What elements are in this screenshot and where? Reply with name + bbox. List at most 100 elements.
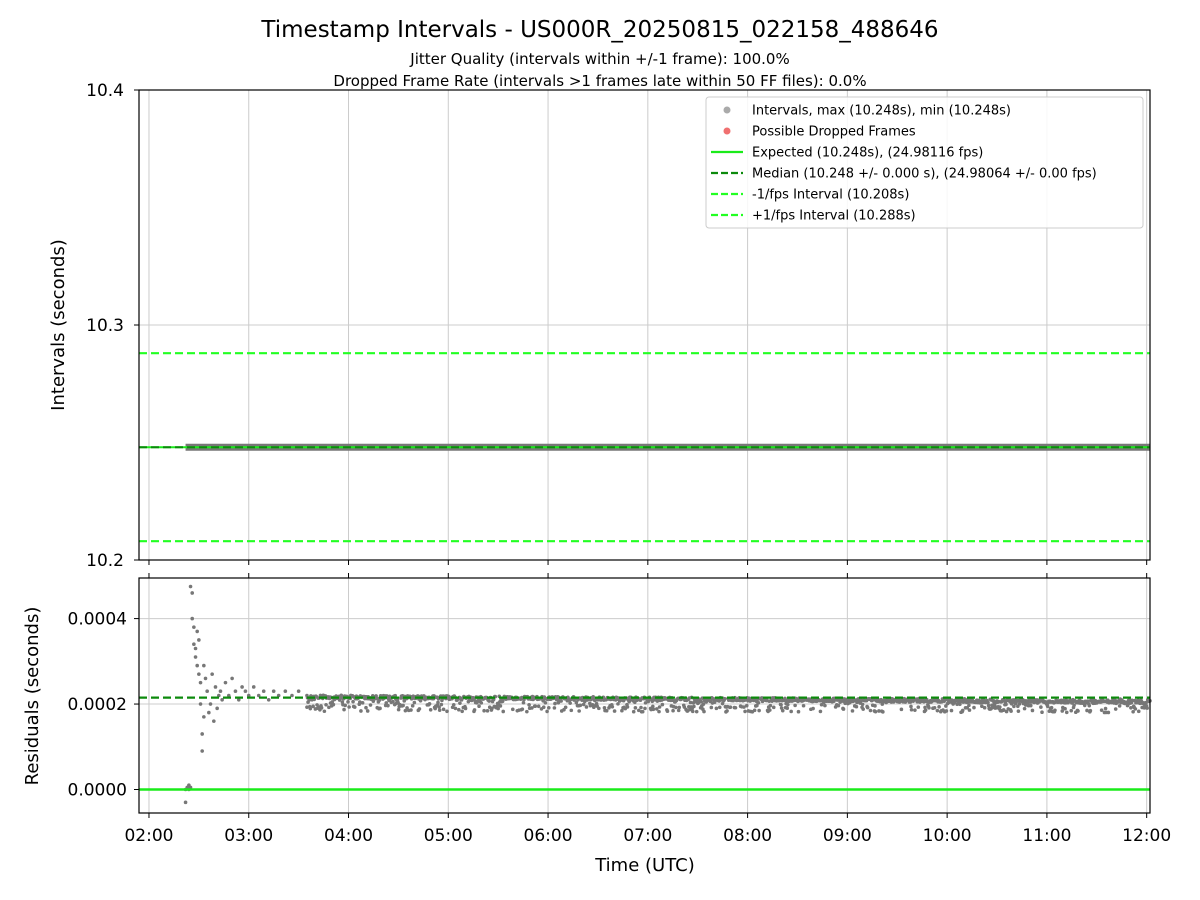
residual-tail-point-977 bbox=[854, 704, 859, 709]
residual-point-22 bbox=[202, 663, 206, 668]
residual-point-44 bbox=[261, 689, 266, 694]
residual-tail-point-0 bbox=[305, 705, 309, 709]
residual-tail-point-762 bbox=[733, 705, 738, 710]
residual-tail-point-725 bbox=[712, 700, 717, 705]
residual-tail-point-492 bbox=[581, 702, 586, 707]
residual-point-8 bbox=[190, 616, 195, 621]
residual-tail-point-1425 bbox=[1106, 710, 1111, 715]
residual-point-50 bbox=[296, 689, 301, 694]
residual-point-27 bbox=[210, 672, 214, 676]
residual-point-37 bbox=[233, 689, 238, 694]
residual-tail-point-1348 bbox=[1063, 706, 1067, 711]
residual-point-47 bbox=[276, 693, 281, 698]
residual-tail-point-321 bbox=[485, 709, 490, 713]
residual-point-16 bbox=[197, 672, 201, 676]
residual-tail-point-185 bbox=[409, 708, 413, 712]
residual-point-36 bbox=[230, 676, 234, 681]
residual-tail-point-883 bbox=[801, 703, 806, 708]
residual-tail-point-1343 bbox=[1060, 709, 1065, 713]
legend-label-4: -1/fps Interval (10.208s) bbox=[752, 188, 909, 203]
residual-tail-point-171 bbox=[401, 703, 405, 708]
residual-tail-point-497 bbox=[584, 705, 589, 709]
residual-point-49 bbox=[290, 693, 294, 698]
residual-tail-point-739 bbox=[720, 701, 725, 706]
residual-point-31 bbox=[217, 693, 221, 698]
residual-tail-point-988 bbox=[860, 702, 865, 707]
residual-tail-point-1330 bbox=[1053, 708, 1057, 713]
residual-tail-point-1351 bbox=[1064, 710, 1069, 715]
residual-tail-point-854 bbox=[785, 706, 790, 710]
residual-tail-point-1002 bbox=[868, 708, 873, 713]
residual-tail-point-75 bbox=[347, 705, 351, 709]
residual-tail-point-782 bbox=[744, 703, 749, 708]
residual-tail-point-1307 bbox=[1040, 710, 1044, 715]
residual-tail-point-366 bbox=[510, 707, 515, 712]
residual-tail-point-1116 bbox=[932, 705, 937, 710]
residual-tail-point-747 bbox=[725, 709, 729, 713]
residual-tail-point-804 bbox=[757, 708, 761, 713]
residual-tail-point-1492 bbox=[1144, 700, 1148, 705]
residual-tail-point-1276 bbox=[1022, 706, 1027, 711]
residual-tail-point-141 bbox=[384, 701, 389, 705]
residual-tail-point-200 bbox=[417, 707, 422, 711]
residual-point-1 bbox=[183, 800, 188, 805]
residual-tail-point-529 bbox=[602, 706, 607, 710]
residual-tail-point-1494 bbox=[1145, 706, 1149, 710]
residual-tail-point-706 bbox=[702, 709, 706, 714]
residual-point-11 bbox=[193, 646, 198, 651]
legend-label-5: +1/fps Interval (10.288s) bbox=[752, 209, 916, 224]
residual-tail-point-824 bbox=[768, 703, 773, 708]
residual-tail-point-1074 bbox=[909, 704, 913, 709]
x-tick-label-5: 07:00 bbox=[623, 826, 672, 846]
residual-tail-point-1200 bbox=[980, 704, 984, 709]
residual-point-12 bbox=[193, 655, 198, 659]
residual-tail-point-310 bbox=[479, 701, 484, 705]
residual-tail-point-945 bbox=[836, 703, 841, 708]
residual-tail-point-264 bbox=[453, 706, 458, 711]
residual-tail-point-315 bbox=[482, 708, 486, 713]
residual-tail-point-1186 bbox=[972, 705, 976, 710]
residual-tail-point-970 bbox=[850, 709, 855, 713]
chart-subtitle-dropped: Dropped Frame Rate (intervals >1 frames … bbox=[333, 72, 866, 90]
residual-tail-point-1391 bbox=[1087, 703, 1092, 708]
residual-tail-point-1169 bbox=[962, 696, 967, 701]
residual-tail-point-233 bbox=[436, 700, 440, 705]
residual-tail-point-421 bbox=[541, 705, 546, 710]
residual-point-38 bbox=[236, 697, 241, 702]
residual-point-41 bbox=[246, 693, 251, 698]
residual-tail-point-348 bbox=[500, 699, 505, 703]
x-tick-label-8: 10:00 bbox=[923, 826, 972, 846]
residual-tail-point-1445 bbox=[1117, 704, 1122, 708]
residual-tail-point-601 bbox=[643, 706, 647, 711]
residual-tail-point-656 bbox=[674, 705, 678, 710]
residual-tail-point-6 bbox=[308, 706, 313, 711]
residual-tail-point-191 bbox=[412, 700, 417, 705]
residual-tail-point-597 bbox=[640, 709, 645, 714]
residual-tail-point-34 bbox=[324, 702, 328, 707]
residual-tail-point-1211 bbox=[986, 700, 990, 705]
residual-tail-point-641 bbox=[665, 709, 670, 714]
residual-tail-point-11 bbox=[311, 704, 315, 709]
residual-tail-point-113 bbox=[368, 703, 373, 707]
residual-tail-point-261 bbox=[451, 702, 456, 707]
residual-tail-point-543 bbox=[610, 704, 615, 709]
intervals-ytick-label-0: 10.2 bbox=[86, 551, 124, 571]
residual-tail-point-1243 bbox=[1004, 702, 1008, 707]
residual-tail-point-468 bbox=[568, 701, 572, 705]
residual-tail-point-1010 bbox=[873, 704, 877, 708]
intervals-plot: 10.2 10.3 10.4 bbox=[86, 81, 1151, 571]
residual-tail-point-915 bbox=[819, 702, 824, 707]
residual-point-26 bbox=[208, 702, 213, 706]
residual-tail-point-153 bbox=[391, 699, 395, 704]
residuals-ytick-label-2: 0.0004 bbox=[68, 610, 127, 630]
residual-tail-point-94 bbox=[358, 700, 362, 704]
residual-tail-point-239 bbox=[439, 702, 444, 707]
residual-tail-point-1212 bbox=[986, 703, 991, 708]
legend-marker-0 bbox=[723, 106, 731, 114]
residual-tail-point-118 bbox=[371, 699, 376, 704]
residual-point-34 bbox=[223, 680, 228, 685]
residual-tail-point-1479 bbox=[1136, 709, 1141, 714]
residual-tail-point-921 bbox=[823, 703, 827, 708]
residual-tail-point-272 bbox=[458, 701, 462, 705]
